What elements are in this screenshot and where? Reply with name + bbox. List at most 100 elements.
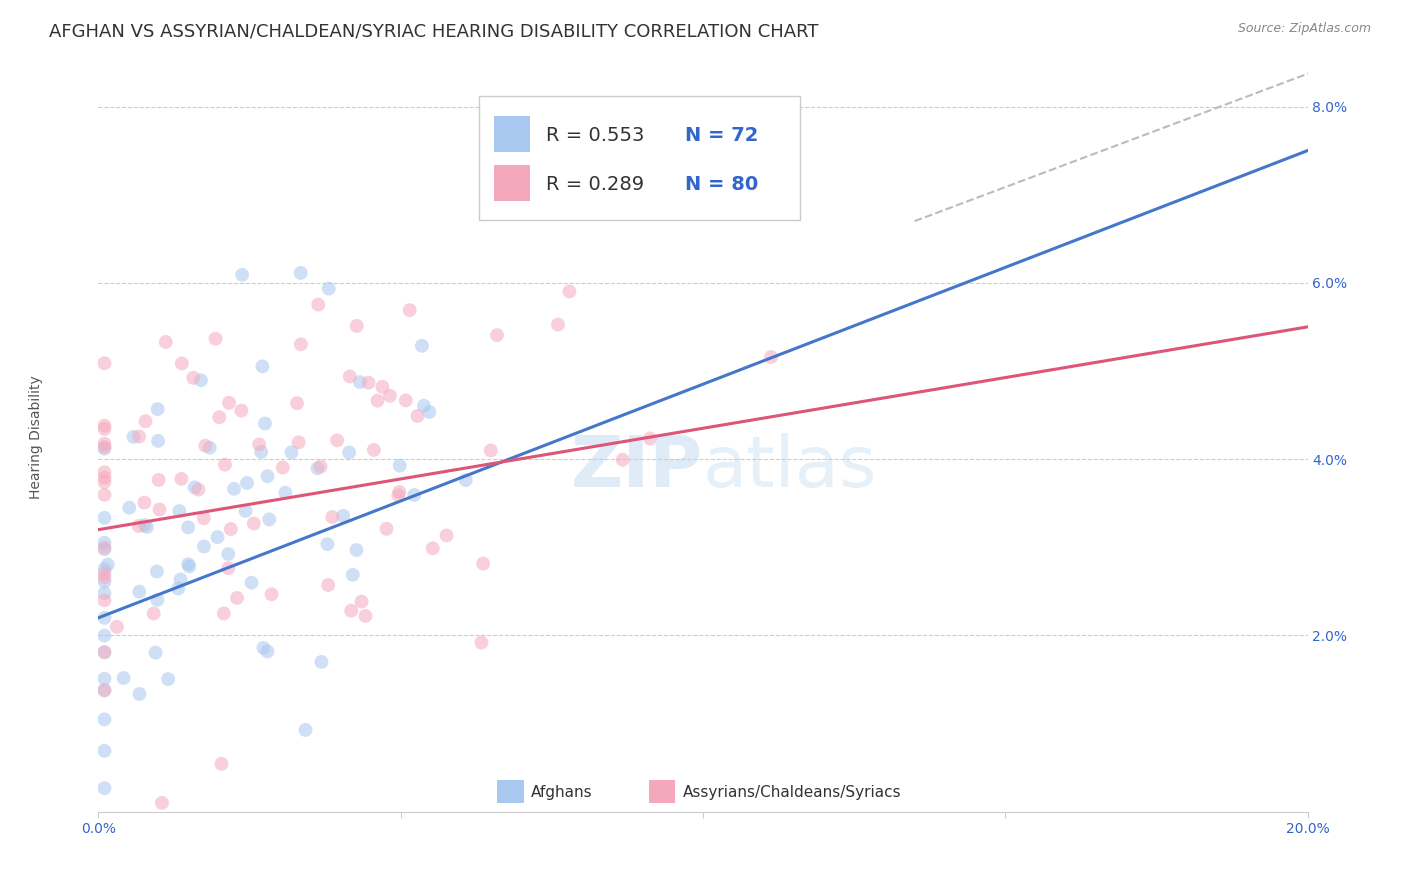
Point	[93, 442, 115, 456]
Point	[93, 566, 115, 581]
Point	[470, 635, 492, 649]
Point	[142, 607, 165, 621]
Point	[285, 396, 308, 410]
Point	[93, 511, 115, 525]
Point	[214, 458, 236, 472]
Point	[177, 520, 200, 534]
Point	[422, 541, 444, 556]
Point	[398, 303, 420, 318]
Point	[128, 584, 150, 599]
Point	[93, 356, 115, 370]
Point	[193, 511, 215, 525]
Y-axis label: Hearing Disability: Hearing Disability	[30, 376, 42, 499]
Point	[254, 417, 277, 431]
Point	[217, 547, 239, 561]
Point	[93, 542, 115, 557]
Point	[122, 430, 145, 444]
Point	[146, 565, 169, 579]
Point	[93, 436, 115, 450]
Point	[290, 266, 312, 280]
Point	[294, 723, 316, 737]
Point	[406, 409, 429, 423]
Point	[256, 644, 278, 658]
Point	[388, 458, 411, 473]
Point	[155, 334, 177, 349]
Point	[183, 371, 205, 385]
Point	[271, 460, 294, 475]
Point	[93, 440, 115, 454]
Point	[485, 328, 508, 343]
FancyBboxPatch shape	[498, 780, 524, 803]
Point	[387, 488, 409, 502]
Point	[316, 537, 339, 551]
Point	[311, 655, 333, 669]
Point	[375, 522, 398, 536]
Text: R = 0.289: R = 0.289	[546, 175, 644, 194]
Point	[418, 405, 440, 419]
Point	[236, 475, 259, 490]
Point	[395, 393, 418, 408]
Point	[93, 418, 115, 433]
Point	[93, 488, 115, 502]
Point	[128, 519, 150, 533]
Point	[290, 337, 312, 351]
Point	[134, 495, 156, 509]
Point	[366, 393, 388, 408]
Point	[363, 442, 385, 457]
Point	[340, 604, 363, 618]
Point	[346, 543, 368, 558]
Point	[307, 461, 329, 475]
Point	[212, 607, 235, 621]
Point	[93, 475, 115, 489]
Point	[411, 339, 433, 353]
Text: AFGHAN VS ASSYRIAN/CHALDEAN/SYRIAC HEARING DISABILITY CORRELATION CHART: AFGHAN VS ASSYRIAN/CHALDEAN/SYRIAC HEARI…	[49, 22, 818, 40]
Point	[146, 402, 169, 417]
Point	[274, 485, 297, 500]
Point	[93, 562, 115, 576]
Point	[93, 586, 115, 600]
Point	[454, 473, 477, 487]
FancyBboxPatch shape	[494, 116, 530, 152]
Point	[218, 396, 240, 410]
Point	[93, 683, 115, 698]
Point	[222, 482, 245, 496]
Point	[187, 483, 209, 497]
Point	[309, 459, 332, 474]
Point	[612, 452, 634, 467]
Point	[93, 574, 115, 589]
Point	[226, 591, 249, 605]
Point	[247, 437, 270, 451]
Text: Source: ZipAtlas.com: Source: ZipAtlas.com	[1237, 22, 1371, 36]
Point	[208, 410, 231, 425]
Point	[260, 587, 283, 601]
Point	[204, 332, 226, 346]
Point	[93, 672, 115, 686]
Point	[93, 781, 115, 796]
Point	[638, 432, 661, 446]
Point	[558, 285, 581, 299]
Point	[93, 645, 115, 659]
Point	[157, 672, 180, 686]
Point	[93, 535, 115, 549]
Point	[357, 376, 380, 390]
Point	[326, 434, 349, 448]
Point	[198, 441, 221, 455]
Point	[436, 528, 458, 542]
Text: N = 80: N = 80	[685, 175, 758, 194]
Point	[259, 512, 281, 526]
Point	[134, 414, 156, 428]
Point	[211, 756, 233, 771]
Point	[240, 575, 263, 590]
Point	[128, 429, 150, 443]
Point	[146, 592, 169, 607]
Point	[97, 558, 120, 572]
Point	[759, 350, 782, 364]
Point	[350, 594, 373, 608]
Point	[148, 473, 170, 487]
Point	[231, 268, 253, 282]
Point	[318, 282, 340, 296]
Point	[243, 516, 266, 531]
Point	[217, 561, 239, 575]
Point	[150, 796, 173, 810]
Point	[321, 510, 343, 524]
